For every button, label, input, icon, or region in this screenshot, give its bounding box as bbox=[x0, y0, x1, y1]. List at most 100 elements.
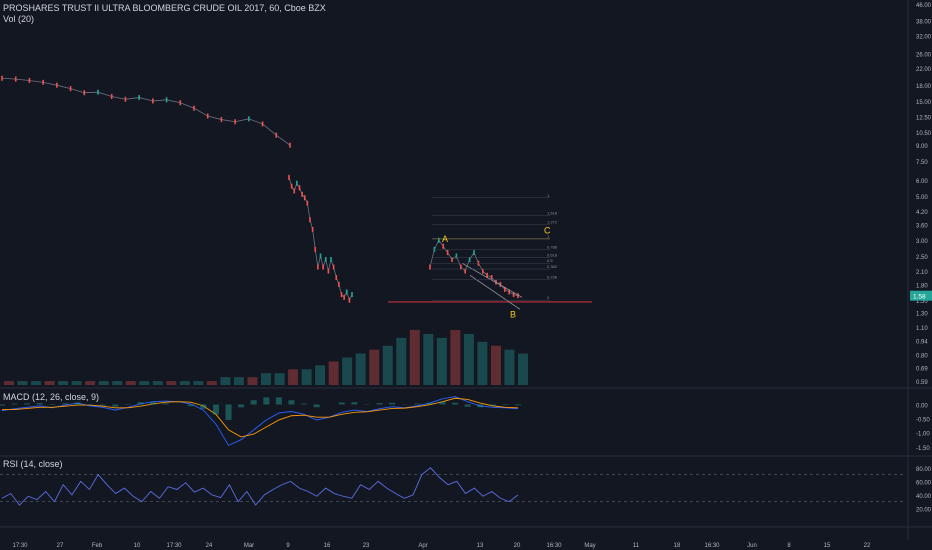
candle bbox=[508, 289, 510, 295]
macd-tick-label: -1.00 bbox=[916, 432, 930, 438]
volume-bar bbox=[342, 357, 353, 385]
candle bbox=[42, 79, 44, 85]
volume-bar bbox=[328, 361, 339, 385]
candle bbox=[330, 257, 332, 263]
volume-bar bbox=[233, 377, 244, 385]
price-tick-label: 3.60 bbox=[916, 223, 928, 229]
rsi-tick-label: 20.00 bbox=[916, 507, 932, 513]
volume-bar bbox=[355, 353, 366, 385]
candle bbox=[451, 257, 453, 263]
macd-tick-label: 0.00 bbox=[916, 403, 928, 409]
candle bbox=[442, 243, 444, 249]
volume-bar bbox=[31, 381, 42, 385]
macd-histogram-bar bbox=[376, 403, 383, 405]
time-tick-label: Mar bbox=[244, 543, 254, 549]
macd-histogram-bar bbox=[452, 402, 459, 405]
macd-histogram-bar bbox=[502, 404, 509, 406]
macd-histogram-bar bbox=[477, 404, 484, 408]
time-tick-label: 17:30 bbox=[12, 543, 28, 549]
macd-histogram-bar bbox=[49, 404, 56, 406]
candle bbox=[293, 188, 296, 194]
signal-line bbox=[2, 397, 519, 438]
fib-level-label: 1 bbox=[547, 193, 550, 198]
volume-bar bbox=[247, 377, 258, 385]
fib-level-label: 1 bbox=[547, 234, 550, 239]
rsi-tick-label: 40.00 bbox=[916, 494, 932, 500]
volume-bar bbox=[166, 381, 177, 385]
candle bbox=[138, 95, 140, 101]
price-tick-label: 1.10 bbox=[916, 326, 928, 332]
candle bbox=[14, 76, 17, 82]
macd-histogram-bar bbox=[124, 403, 131, 405]
candle bbox=[110, 93, 113, 99]
candle bbox=[179, 100, 182, 106]
candle bbox=[438, 237, 440, 243]
candle bbox=[517, 293, 519, 299]
candle bbox=[332, 264, 335, 270]
macd-histogram-bar bbox=[426, 402, 433, 405]
fib-level-label: 1.272 bbox=[547, 219, 558, 224]
macd-histogram-bar bbox=[313, 404, 320, 408]
price-tick-label: 0.69 bbox=[916, 366, 928, 372]
volume-bar bbox=[58, 381, 69, 385]
candle bbox=[83, 90, 86, 96]
volume-bar bbox=[139, 381, 150, 385]
volume-bar bbox=[261, 373, 271, 385]
macd-histogram-bar bbox=[263, 397, 270, 405]
candle bbox=[261, 121, 264, 127]
price-tick-label: 7.50 bbox=[916, 160, 928, 166]
price-tick-label: 26.00 bbox=[916, 52, 932, 58]
volume-bar bbox=[423, 333, 434, 385]
macd-pane bbox=[0, 396, 521, 446]
candle bbox=[69, 86, 72, 92]
price-tick-label: 32.00 bbox=[916, 34, 932, 40]
macd-legend: MACD (12, 26, close, 9) bbox=[3, 392, 100, 402]
candle bbox=[340, 292, 343, 298]
time-tick-label: 18 bbox=[674, 543, 681, 549]
price-tick-label: 10.50 bbox=[916, 131, 932, 137]
volume-bar bbox=[44, 381, 55, 385]
time-tick-label: 22 bbox=[864, 543, 871, 549]
price-tick-label: 2.50 bbox=[916, 255, 928, 261]
price-tick-label: 6.00 bbox=[916, 179, 928, 185]
price-tick-label: 15.00 bbox=[916, 100, 932, 106]
volume-bar bbox=[98, 381, 109, 385]
candle bbox=[499, 281, 502, 287]
macd-histogram-bar bbox=[187, 404, 194, 407]
price-tick-label: 0.80 bbox=[916, 354, 928, 360]
candle bbox=[317, 264, 319, 270]
fib-level-label: 0.618 bbox=[547, 253, 558, 258]
rsi-tick-label: 80.00 bbox=[916, 467, 932, 473]
time-tick-label: 11 bbox=[633, 543, 640, 549]
price-tick-label: 9.00 bbox=[916, 144, 928, 150]
volume-bar bbox=[463, 333, 474, 385]
fib-level-label: 0.382 bbox=[547, 264, 558, 269]
volume-bar bbox=[125, 381, 136, 385]
price-tick-label: 0.94 bbox=[916, 340, 928, 346]
macd-histogram-bar bbox=[439, 401, 446, 405]
time-tick-label: 8 bbox=[787, 543, 791, 549]
candle bbox=[322, 264, 324, 270]
candle bbox=[206, 113, 209, 119]
volume-bar bbox=[315, 365, 326, 385]
candle bbox=[152, 98, 154, 104]
candle bbox=[97, 89, 99, 95]
fib-level-label: 0.236 bbox=[547, 275, 558, 280]
volume-bar bbox=[396, 337, 407, 385]
volume-bar bbox=[518, 353, 528, 385]
candle bbox=[165, 97, 168, 103]
candle bbox=[446, 250, 449, 256]
candle bbox=[348, 297, 351, 303]
candle bbox=[345, 289, 348, 295]
volume-bar bbox=[288, 369, 299, 385]
wave-label: C bbox=[544, 226, 551, 236]
candle bbox=[324, 257, 327, 263]
time-tick-label: 10 bbox=[134, 543, 141, 549]
fib-level-label: 0.5 bbox=[547, 258, 553, 263]
time-tick-label: 20 bbox=[514, 543, 521, 549]
rsi-line bbox=[1, 467, 519, 506]
volume-bar bbox=[477, 341, 488, 385]
macd-histogram-bar bbox=[112, 404, 119, 407]
macd-histogram-bar bbox=[250, 400, 257, 405]
